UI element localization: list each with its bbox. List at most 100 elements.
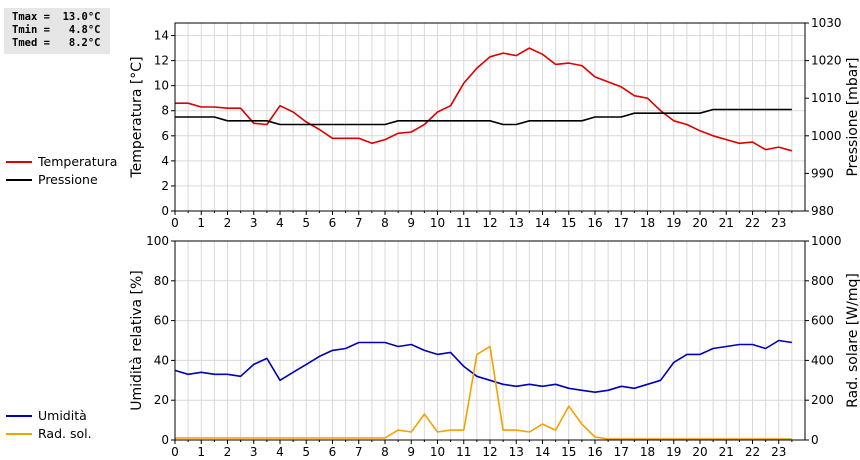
tmed-stat: Tmed = 8.2°C: [12, 37, 101, 49]
bottom-x-tick-label: 9: [407, 445, 415, 459]
top-x-tick-label: 10: [430, 216, 445, 230]
top-x-tick-label: 15: [561, 216, 576, 230]
bottom-y-tick-label: 0: [161, 433, 169, 447]
bottom-series-radsol: [175, 345, 792, 440]
bottom-x-tick-label: 13: [509, 445, 524, 459]
bottom-x-tick-label: 6: [329, 445, 337, 459]
top-x-tick-label: 1: [197, 216, 205, 230]
top-x-tick-label: 12: [482, 216, 497, 230]
top-x-tick-label: 3: [250, 216, 258, 230]
bottom-y2-tick-label: 400: [811, 353, 834, 367]
top-x-tick-label: 9: [407, 216, 415, 230]
legend-bottom: Umidità Rad. sol.: [6, 407, 92, 443]
bottom-y-tick-label: 20: [154, 393, 169, 407]
bottom-x-tick-label: 17: [614, 445, 629, 459]
legend-label-radsol: Rad. sol.: [38, 426, 92, 441]
top-x-tick-label: 20: [692, 216, 707, 230]
tmax-stat: Tmax = 13.0°C: [12, 11, 101, 23]
legend-label-pressione: Pressione: [38, 172, 98, 187]
tmin-stat: Tmin = 4.8°C: [12, 24, 101, 36]
bottom-y-tick-label: 100: [146, 234, 169, 248]
top-x-tick-label: 18: [640, 216, 655, 230]
top-y2-tick-label: 1010: [811, 91, 842, 105]
top-y2-axis-title: Pressione [mbar]: [845, 57, 860, 176]
bottom-x-tick-label: 10: [430, 445, 445, 459]
top-x-tick-label: 16: [587, 216, 602, 230]
bottom-y-tick-label: 80: [154, 274, 169, 288]
bottom-x-tick-label: 16: [587, 445, 602, 459]
top-y2-tick-label: 1020: [811, 54, 842, 68]
legend-label-temperatura: Temperatura: [38, 154, 118, 169]
bottom-x-tick-label: 22: [745, 445, 760, 459]
top-x-tick-label: 22: [745, 216, 760, 230]
bottom-x-tick-label: 21: [719, 445, 734, 459]
top-x-tick-label: 17: [614, 216, 629, 230]
top-x-tick-label: 8: [381, 216, 389, 230]
top-y-tick-label: 10: [154, 79, 169, 93]
top-x-tick-label: 0: [171, 216, 179, 230]
bottom-x-tick-label: 18: [640, 445, 655, 459]
bottom-y2-tick-label: 800: [811, 274, 834, 288]
bottom-x-tick-label: 7: [355, 445, 363, 459]
top-x-tick-label: 21: [719, 216, 734, 230]
bottom-y2-tick-label: 0: [811, 433, 819, 447]
bottom-x-tick-label: 8: [381, 445, 389, 459]
legend-item-pressione: Pressione: [6, 171, 117, 189]
bottom-y2-axis-title: Rad. solare [W/mq]: [845, 273, 860, 408]
bottom-x-tick-label: 11: [456, 445, 471, 459]
bottom-x-tick-label: 4: [276, 445, 284, 459]
bottom-y-axis-title: Umidità relativa [%]: [129, 270, 145, 411]
top-x-tick-label: 11: [456, 216, 471, 230]
top-x-tick-label: 19: [666, 216, 681, 230]
top-x-tick-label: 13: [509, 216, 524, 230]
bottom-x-tick-label: 12: [482, 445, 497, 459]
top-x-tick-label: 2: [224, 216, 232, 230]
bottom-x-tick-label: 20: [692, 445, 707, 459]
top-series-pressione: [175, 108, 792, 126]
legend-item-umidita: Umidità: [6, 407, 92, 425]
top-y-tick-label: 8: [161, 104, 169, 118]
top-x-tick-label: 14: [535, 216, 550, 230]
bottom-x-tick-label: 3: [250, 445, 258, 459]
bottom-x-tick-label: 1: [197, 445, 205, 459]
bottom-x-tick-label: 23: [771, 445, 786, 459]
top-x-tick-label: 5: [302, 216, 310, 230]
top-x-tick-label: 23: [771, 216, 786, 230]
bottom-series-umidita: [174, 339, 793, 394]
top-y2-tick-label: 1000: [811, 129, 842, 143]
bottom-y2-tick-label: 600: [811, 314, 834, 328]
top-y2-tick-label: 990: [811, 166, 834, 180]
legend-label-umidita: Umidità: [38, 408, 87, 423]
legend-item-temperatura: Temperatura: [6, 153, 117, 171]
legend-swatch-pressione: [6, 179, 32, 181]
bottom-y-tick-label: 40: [154, 353, 169, 367]
top-x-tick-label: 4: [276, 216, 284, 230]
top-y-tick-label: 12: [154, 54, 169, 68]
legend-swatch-temperatura: [6, 161, 32, 163]
top-x-tick-label: 7: [355, 216, 363, 230]
top-x-tick-label: 6: [329, 216, 337, 230]
top-y-tick-label: 6: [161, 129, 169, 143]
bottom-x-tick-label: 5: [302, 445, 310, 459]
bottom-x-tick-label: 19: [666, 445, 681, 459]
legend-top: Temperatura Pressione: [6, 153, 117, 189]
legend-swatch-radsol: [6, 433, 32, 435]
top-y-tick-label: 14: [154, 29, 169, 43]
legend-item-radsol: Rad. sol.: [6, 425, 92, 443]
stats-box: Tmax = 13.0°C Tmin = 4.8°C Tmed = 8.2°C: [4, 8, 110, 54]
bottom-x-tick-label: 0: [171, 445, 179, 459]
bottom-y2-tick-label: 1000: [811, 234, 842, 248]
top-y-tick-label: 4: [161, 154, 169, 168]
bottom-x-tick-label: 15: [561, 445, 576, 459]
top-y-tick-label: 2: [161, 179, 169, 193]
top-y2-tick-label: 980: [811, 204, 834, 218]
top-series-temperatura: [175, 47, 793, 152]
bottom-y2-tick-label: 200: [811, 393, 834, 407]
top-y-axis-title: Temperatura [°C]: [129, 56, 145, 178]
top-y-tick-label: 0: [161, 204, 169, 218]
bottom-x-tick-label: 14: [535, 445, 550, 459]
legend-swatch-umidita: [6, 415, 32, 417]
top-y2-tick-label: 1030: [811, 16, 842, 30]
bottom-y-tick-label: 60: [154, 314, 169, 328]
